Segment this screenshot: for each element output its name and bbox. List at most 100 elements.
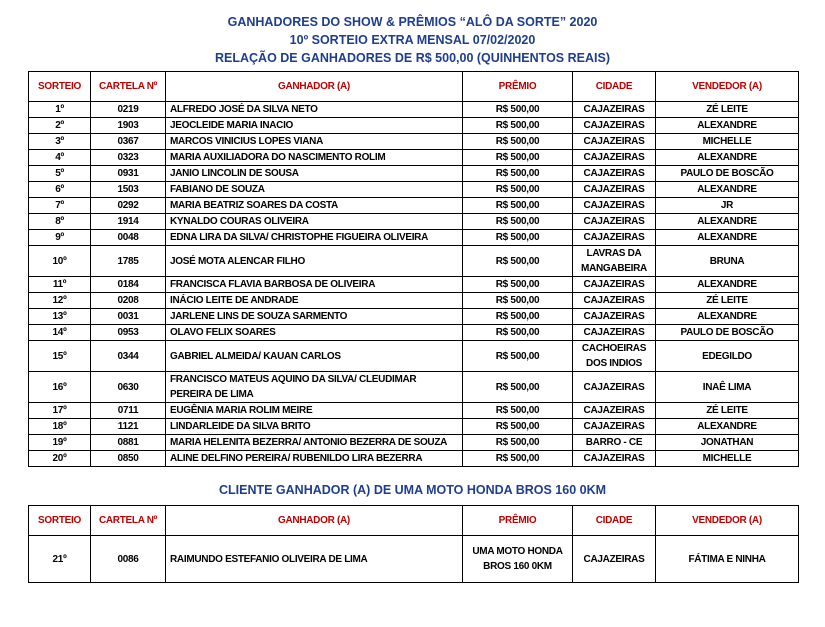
table-cell: 1121: [90, 418, 166, 435]
table-cell: 21º: [28, 535, 91, 583]
table-cell: R$ 500,00: [462, 165, 573, 182]
table-cell: 11º: [28, 276, 91, 293]
table-row: 21º 0086 RAIMUNDO ESTEFANIO OLIVEIRA DE LI…: [28, 535, 799, 583]
table-cell: MICHELLE: [655, 450, 799, 467]
table-cell: 6º: [28, 181, 91, 198]
table-cell: R$ 500,00: [462, 371, 573, 403]
title-line: GANHADORES DO SHOW & PRÊMIOS “ALÔ DA SOR…: [227, 15, 598, 29]
table-cell: 0711: [90, 402, 166, 419]
table-cell: FRANCISCA FLAVIA BARBOSA DE OLIVEIRA: [165, 276, 463, 293]
winners-table: SORTEIO CARTELA Nº GANHADOR (A) PRÊMIO CIDAD…: [28, 71, 799, 467]
column-header: SORTEIO: [28, 71, 91, 102]
table-cell: 10º: [28, 245, 91, 277]
table-cell: CAJAZEIRAS: [572, 117, 656, 134]
column-header: VENDEDOR (A): [655, 71, 799, 102]
table-cell: JANIO LINCOLIN DE SOUSA: [165, 165, 463, 182]
table-cell: EUGÊNIA MARIA ROLIM MEIRE: [165, 402, 463, 419]
table-cell: 1914: [90, 213, 166, 230]
table-cell: ALEXANDRE: [655, 418, 799, 435]
table-cell: CAJAZEIRAS: [572, 292, 656, 309]
table-cell: OLAVO FELIX SOARES: [165, 324, 463, 341]
title-line: 10º SORTEIO EXTRA MENSAL 07/02/2020: [289, 33, 536, 47]
column-header: GANHADOR (A): [165, 505, 463, 536]
table-cell: ALEXANDRE: [655, 229, 799, 246]
table-cell: 1º: [28, 101, 91, 118]
table-cell: CAJAZEIRAS: [572, 149, 656, 166]
column-header: GANHADOR (A): [165, 71, 463, 102]
table-row: 9º 0048 EDNA LIRA DA SILVA/ CHRISTOPHE FIG…: [28, 229, 799, 246]
table-cell: CAJAZEIRAS: [572, 308, 656, 325]
table-cell: 8º: [28, 213, 91, 230]
table-row: 16º 0630 FRANCISCO MATEUS AQUINO DA SILVA/…: [28, 371, 799, 403]
table-cell: CAJAZEIRAS: [572, 101, 656, 118]
table-cell: ALEXANDRE: [655, 149, 799, 166]
table-cell: PAULO DE BOSCÃO: [655, 324, 799, 341]
table-cell: 0184: [90, 276, 166, 293]
table-cell: 1503: [90, 181, 166, 198]
table-cell: LAVRAS DA MANGABEIRA: [572, 245, 656, 277]
table-cell: MARIA HELENITA BEZERRA/ ANTONIO BEZERRA …: [165, 434, 463, 451]
table-cell: 0031: [90, 308, 166, 325]
table-cell: 0323: [90, 149, 166, 166]
table-cell: R$ 500,00: [462, 324, 573, 341]
table-cell: 18º: [28, 418, 91, 435]
table-cell: 9º: [28, 229, 91, 246]
table-cell: JR: [655, 197, 799, 214]
table-cell: 0931: [90, 165, 166, 182]
table-cell: R$ 500,00: [462, 292, 573, 309]
table-cell: 19º: [28, 434, 91, 451]
column-header: VENDEDOR (A): [655, 505, 799, 536]
table-cell: 0086: [90, 535, 166, 583]
table-cell: KYNALDO COURAS OLIVEIRA: [165, 213, 463, 230]
table-cell: ZÉ LEITE: [655, 402, 799, 419]
table-cell: 15º: [28, 340, 91, 372]
table-cell: 20º: [28, 450, 91, 467]
table-cell: 13º: [28, 308, 91, 325]
table-cell: CAJAZEIRAS: [572, 133, 656, 150]
table-cell: EDEGILDO: [655, 340, 799, 372]
table-cell: 0048: [90, 229, 166, 246]
table-cell: CAJAZEIRAS: [572, 450, 656, 467]
table-row: 2º 1903 JEOCLEIDE MARIA INACIO R$ 500,00 CAJ…: [28, 117, 799, 134]
table-row: 5º 0931 JANIO LINCOLIN DE SOUSA R$ 500,00 CA…: [28, 165, 799, 182]
table-cell: ALEXANDRE: [655, 213, 799, 230]
table-cell: 14º: [28, 324, 91, 341]
table-cell: R$ 500,00: [462, 213, 573, 230]
table-cell: R$ 500,00: [462, 276, 573, 293]
header-row: SORTEIO CARTELA Nº GANHADOR (A) PRÊMIO CIDAD…: [28, 505, 799, 536]
table-cell: CAJAZEIRAS: [572, 229, 656, 246]
table-cell: ALEXANDRE: [655, 308, 799, 325]
table-row: 12º 0208 INÁCIO LEITE DE ANDRADE R$ 500,00 C…: [28, 292, 799, 309]
table-cell: CAJAZEIRAS: [572, 324, 656, 341]
table-cell: CAJAZEIRAS: [572, 213, 656, 230]
table-cell: CAJAZEIRAS: [572, 371, 656, 403]
table-cell: 0219: [90, 101, 166, 118]
table-cell: 0292: [90, 197, 166, 214]
table-cell: CAJAZEIRAS: [572, 165, 656, 182]
table-row: 7º 0292 MARIA BEATRIZ SOARES DA COSTA R$ 50…: [28, 197, 799, 214]
table-cell: ALEXANDRE: [655, 181, 799, 198]
table-cell: 0367: [90, 133, 166, 150]
table-cell: INÁCIO LEITE DE ANDRADE: [165, 292, 463, 309]
table-cell: 0881: [90, 434, 166, 451]
table-cell: FÁTIMA E NINHA: [655, 535, 799, 583]
table-row: 3º 0367 MARCOS VINICIUS LOPES VIANA R$ 500,…: [28, 133, 799, 150]
table-cell: R$ 500,00: [462, 133, 573, 150]
table-cell: JARLENE LINS DE SOUZA SARMENTO: [165, 308, 463, 325]
table-cell: MARIA BEATRIZ SOARES DA COSTA: [165, 197, 463, 214]
table-cell: CAJAZEIRAS: [572, 402, 656, 419]
table-cell: ZÉ LEITE: [655, 101, 799, 118]
table-cell: CACHOEIRAS DOS INDIOS: [572, 340, 656, 372]
moto-table: SORTEIO CARTELA Nº GANHADOR (A) PRÊMIO CIDAD…: [28, 505, 799, 583]
table-cell: ALINE DELFINO PEREIRA/ RUBENILDO LIRA BE…: [165, 450, 463, 467]
table-cell: MICHELLE: [655, 133, 799, 150]
table-cell: UMA MOTO HONDA BROS 160 0KM: [462, 535, 573, 583]
header: GANHADORES DO SHOW & PRÊMIOS “ALÔ DA SOR…: [0, 0, 825, 67]
table-cell: ALEXANDRE: [655, 276, 799, 293]
table-cell: R$ 500,00: [462, 181, 573, 198]
table-cell: BARRO - CE: [572, 434, 656, 451]
table-cell: ALEXANDRE: [655, 117, 799, 134]
column-header: CARTELA Nº: [90, 71, 166, 102]
column-header: CARTELA Nº: [90, 505, 166, 536]
